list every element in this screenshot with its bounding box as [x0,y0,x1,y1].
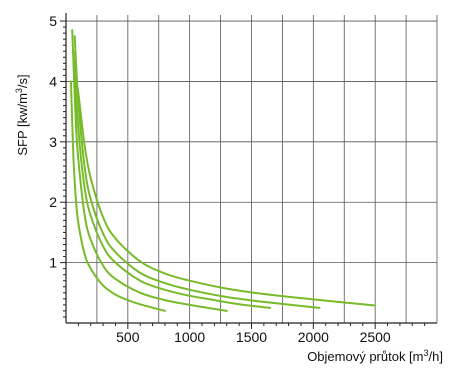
grid [66,15,438,323]
y-tick-label: 2 [49,194,57,210]
y-tick-label: 3 [49,134,57,150]
series-line-4 [73,35,321,309]
series-line-3 [72,50,272,309]
tick-labels: 500 1000 1500 2000 2500 1 2 3 4 5 [49,13,391,345]
series-line-1 [69,80,166,312]
axes [60,13,437,329]
y-tick-label: 5 [49,13,57,29]
series-line-2 [71,29,228,312]
x-tick-label: 1500 [236,329,267,345]
y-tick-label: 4 [49,73,57,89]
x-tick-label: 2500 [360,329,391,345]
x-tick-label: 2000 [298,329,329,345]
x-tick-label: 1000 [174,329,205,345]
x-tick-label: 500 [116,329,140,345]
series-line-5 [74,80,377,307]
series-group [69,29,377,312]
y-tick-label: 1 [49,255,57,271]
x-axis-label: Objemový průtok [m3/h] [307,348,443,364]
y-axis-label: SFP [kw/m3/s] [14,74,30,155]
